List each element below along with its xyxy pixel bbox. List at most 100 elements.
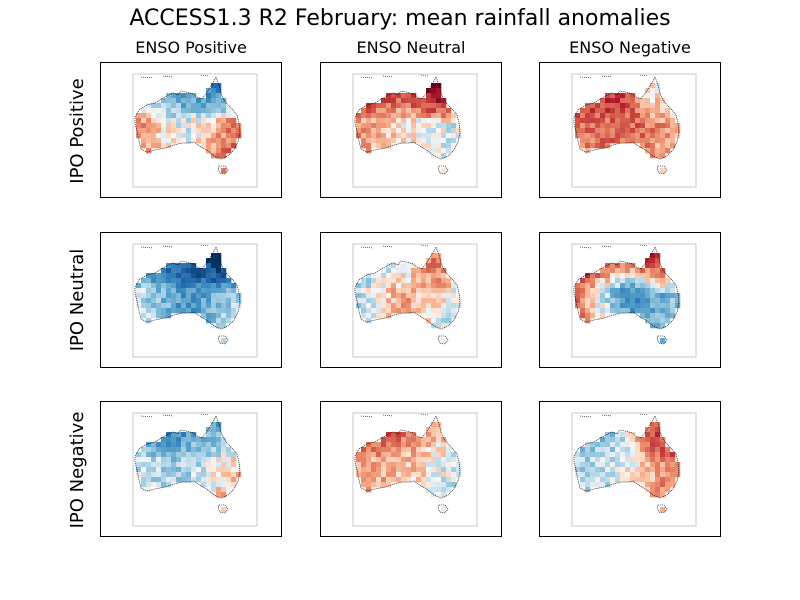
anomaly-cell (391, 442, 397, 448)
anomaly-cell (650, 98, 656, 104)
anomaly-cell (655, 88, 661, 94)
anomaly-cell (660, 482, 666, 488)
anomaly-cell (590, 303, 596, 309)
anomaly-cell (411, 118, 417, 124)
anomaly-cell (216, 148, 222, 154)
anomaly-cell (421, 467, 427, 473)
anomaly-cell (436, 308, 442, 314)
anomaly-cell (156, 293, 162, 299)
anomaly-cell (436, 482, 442, 488)
anomaly-cell (186, 462, 192, 468)
anomaly-cell (436, 123, 442, 129)
anomaly-cell (610, 268, 616, 274)
anomaly-cell (221, 128, 227, 134)
anomaly-cell (201, 452, 207, 458)
tasmania-outline (656, 335, 668, 345)
column-label-enso-positive: ENSO Positive (135, 38, 247, 57)
anomaly-cell (421, 283, 427, 289)
anomaly-cell (211, 452, 217, 458)
anomaly-cell (191, 93, 197, 99)
anomaly-cell (640, 103, 646, 109)
anomaly-cell (366, 103, 372, 109)
anomaly-cell (211, 432, 217, 438)
anomaly-cell (196, 128, 202, 134)
anomaly-cell (635, 442, 641, 448)
anomaly-cell (406, 98, 412, 104)
anomaly-cell (221, 447, 227, 453)
anomaly-cell (146, 457, 152, 463)
anomaly-cell (595, 462, 601, 468)
anomaly-cell (645, 442, 651, 448)
anomaly-cell (216, 437, 222, 443)
anomaly-cell (610, 118, 616, 124)
island-outline (382, 75, 394, 78)
anomaly-cell (186, 303, 192, 309)
map-panel (320, 401, 502, 537)
anomaly-cell (161, 303, 167, 309)
anomaly-cell (416, 98, 422, 104)
anomaly-cell (171, 477, 177, 483)
anomaly-cell (640, 283, 646, 289)
anomaly-cell (146, 308, 152, 314)
anomaly-cell (381, 482, 387, 488)
anomaly-cell (640, 108, 646, 114)
anomaly-cell (590, 477, 596, 483)
anomaly-cell (181, 303, 187, 309)
anomaly-cell (411, 432, 417, 438)
anomaly-cell (585, 293, 591, 299)
anomaly-cell (421, 288, 427, 294)
anomaly-cell (216, 98, 222, 104)
map-panel (100, 232, 282, 368)
anomaly-cell (221, 318, 227, 324)
anomaly-cell (605, 472, 611, 478)
anomaly-cell (211, 148, 217, 154)
anomaly-cell (655, 128, 661, 134)
anomaly-cell (451, 472, 457, 478)
anomaly-cell (411, 457, 417, 463)
anomaly-cell (356, 283, 362, 289)
anomaly-cell (640, 457, 646, 463)
anomaly-cell (211, 113, 217, 119)
anomaly-cell (441, 138, 447, 144)
anomaly-cell (411, 113, 417, 119)
anomaly-cell (166, 103, 172, 109)
anomaly-cell (595, 108, 601, 114)
anomaly-cell (396, 133, 402, 139)
anomaly-cell (206, 133, 212, 139)
anomaly-cell (376, 452, 382, 458)
anomaly-cell (141, 313, 147, 319)
anomaly-cell (386, 298, 392, 304)
anomaly-cell (446, 467, 452, 473)
tasmania-outline (437, 165, 449, 175)
anomaly-cell (186, 278, 192, 284)
anomaly-cell (670, 128, 676, 134)
anomaly-cell (226, 318, 232, 324)
anomaly-cell (376, 103, 382, 109)
anomaly-cell (620, 93, 626, 99)
anomaly-cell (650, 308, 656, 314)
anomaly-cell (600, 143, 606, 149)
anomaly-cell (436, 253, 442, 259)
anomaly-cell (146, 133, 152, 139)
anomaly-cell (610, 98, 616, 104)
anomaly-cell (625, 472, 631, 478)
anomaly-cell (371, 298, 377, 304)
anomaly-cell (416, 467, 422, 473)
anomaly-cell (136, 128, 142, 134)
anomaly-cell (376, 457, 382, 463)
anomaly-cell (181, 283, 187, 289)
anomaly-cell (645, 462, 651, 468)
anomaly-cell (181, 118, 187, 124)
anomaly-cell (640, 278, 646, 284)
anomaly-cell (625, 273, 631, 279)
anomaly-cell (446, 462, 452, 468)
anomaly-cell (231, 298, 237, 304)
anomaly-cell (441, 462, 447, 468)
anomaly-cell (171, 462, 177, 468)
anomaly-cell (610, 128, 616, 134)
anomaly-cell (141, 288, 147, 294)
map-panel (539, 401, 721, 537)
anomaly-cell (675, 123, 681, 129)
anomaly-cell (635, 118, 641, 124)
anomaly-cell (655, 123, 661, 129)
